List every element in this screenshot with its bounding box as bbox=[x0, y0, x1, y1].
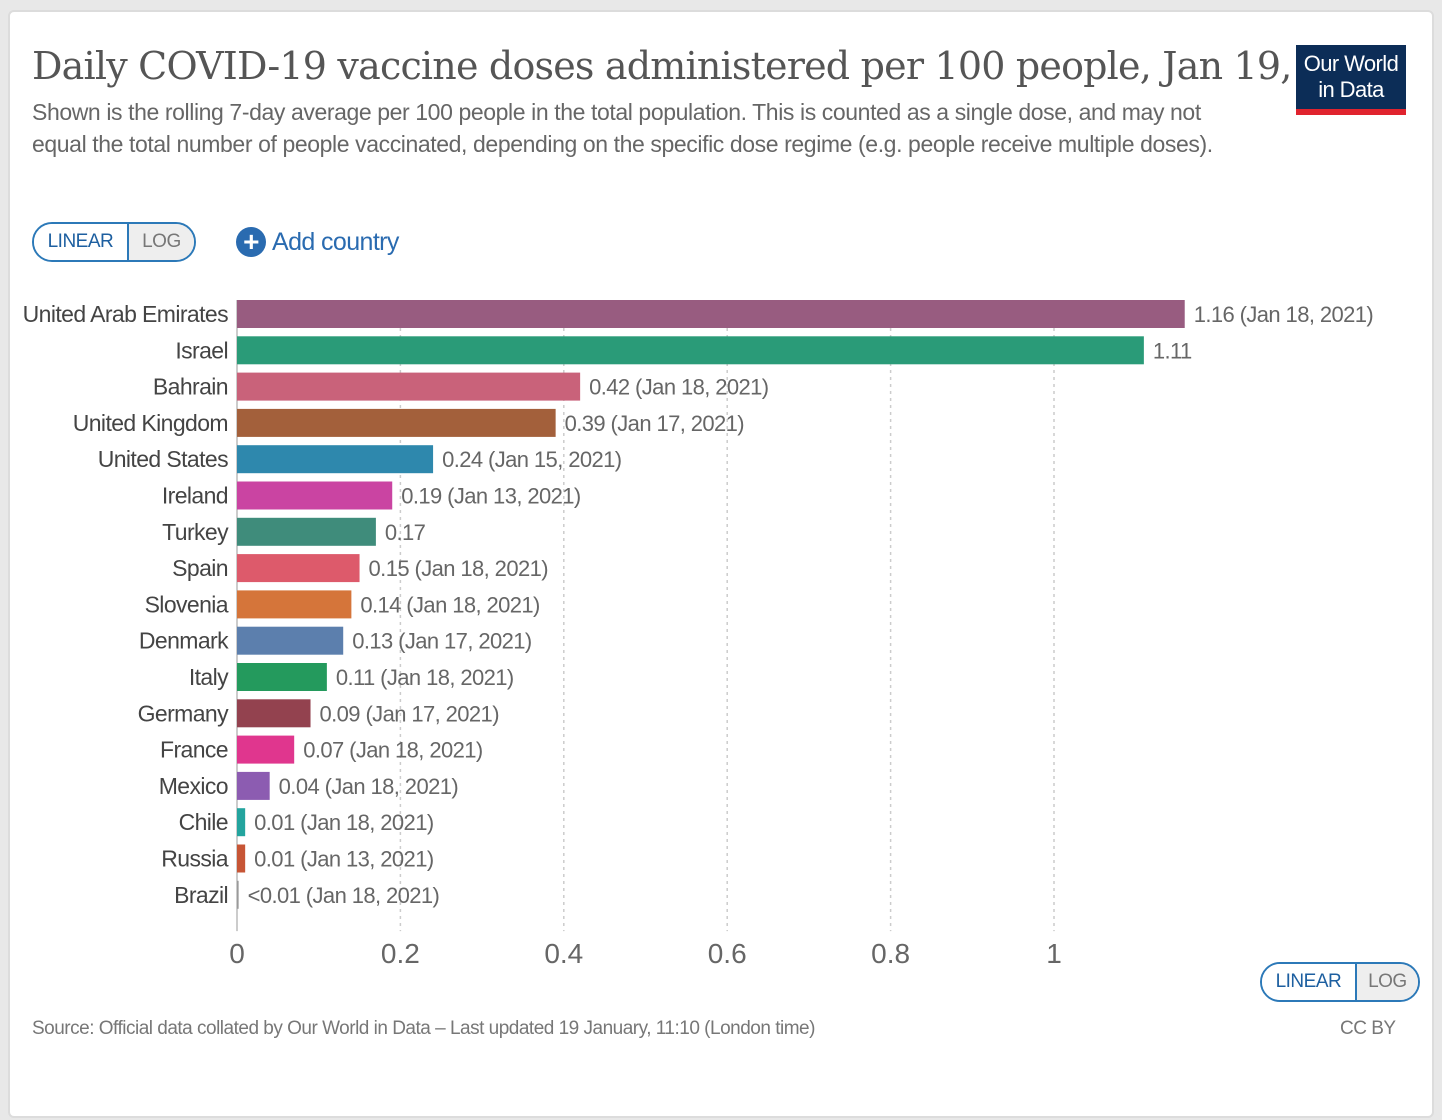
category-label: Bahrain bbox=[153, 374, 228, 400]
bar bbox=[237, 808, 246, 837]
value-label: 0.42 (Jan 18, 2021) bbox=[589, 375, 768, 400]
category-label: Israel bbox=[175, 337, 228, 363]
scale-toggle-top: LINEAR LOG bbox=[32, 222, 196, 262]
license-link[interactable]: CC BY bbox=[1340, 1018, 1396, 1039]
value-label: 0.09 (Jan 17, 2021) bbox=[320, 701, 499, 726]
value-label: 0.11 (Jan 18, 2021) bbox=[336, 665, 514, 690]
category-label: Spain bbox=[172, 555, 228, 581]
category-label: Slovenia bbox=[145, 591, 229, 617]
add-country-label: Add country bbox=[272, 227, 399, 256]
logo-line-2: in Data bbox=[1318, 77, 1384, 102]
x-tick-label: 0.8 bbox=[871, 938, 910, 969]
scale-toggle-bottom: LINEAR LOG bbox=[1260, 962, 1420, 1002]
category-label: United Kingdom bbox=[73, 410, 228, 436]
chart-title: Daily COVID-19 vaccine doses administere… bbox=[32, 44, 1397, 88]
logo-line-1: Our World bbox=[1303, 51, 1399, 76]
x-tick-label: 1 bbox=[1046, 938, 1062, 969]
category-label: Germany bbox=[138, 700, 229, 726]
category-label: Turkey bbox=[162, 519, 229, 545]
log-scale-button[interactable]: LOG bbox=[128, 224, 194, 260]
bar bbox=[237, 663, 327, 691]
category-label: Ireland bbox=[162, 483, 228, 509]
bar bbox=[237, 735, 295, 764]
bar bbox=[237, 372, 581, 401]
category-label: Mexico bbox=[159, 773, 228, 799]
value-label: 0.01 (Jan 18, 2021) bbox=[254, 810, 433, 835]
bar bbox=[237, 626, 344, 655]
value-label: 0.13 (Jan 17, 2021) bbox=[352, 629, 531, 654]
value-label: 0.04 (Jan 18, 2021) bbox=[279, 774, 458, 799]
bar bbox=[237, 771, 270, 800]
owid-logo[interactable]: Our World in Data bbox=[1296, 45, 1406, 115]
log-scale-button-bottom[interactable]: LOG bbox=[1356, 964, 1418, 1000]
bar bbox=[237, 445, 434, 474]
x-tick-label: 0 bbox=[229, 938, 245, 969]
bar bbox=[237, 699, 311, 728]
bar bbox=[237, 880, 239, 909]
category-label: Brazil bbox=[174, 882, 228, 908]
bar bbox=[237, 590, 352, 619]
category-label: United Arab Emirates bbox=[23, 301, 228, 327]
value-label: 0.01 (Jan 13, 2021) bbox=[254, 847, 433, 872]
value-label: 0.15 (Jan 18, 2021) bbox=[369, 556, 548, 581]
value-label: 0.07 (Jan 18, 2021) bbox=[303, 738, 482, 763]
value-label: 0.17 bbox=[385, 520, 426, 545]
source-note: Source: Official data collated by Our Wo… bbox=[32, 1018, 815, 1039]
bar bbox=[237, 481, 393, 510]
value-label: 1.16 (Jan 18, 2021) bbox=[1194, 302, 1373, 327]
bar bbox=[237, 300, 1185, 328]
category-label: Chile bbox=[179, 809, 228, 835]
category-label: United States bbox=[98, 446, 228, 472]
category-label: Denmark bbox=[139, 628, 229, 654]
chart-subtitle: Shown is the rolling 7-day average per 1… bbox=[32, 99, 1213, 157]
value-label: 0.14 (Jan 18, 2021) bbox=[360, 592, 539, 617]
value-label: 0.39 (Jan 17, 2021) bbox=[565, 411, 744, 436]
bar bbox=[237, 408, 556, 437]
bar-chart: 0 0.2 0.4 0.6 0.8 1 United Arab Emirates 1.16 (… bbox=[23, 300, 1374, 969]
add-country-button[interactable]: + Add country bbox=[236, 224, 399, 260]
x-tick-label: 0.4 bbox=[544, 938, 583, 969]
value-label: <0.01 (Jan 18, 2021) bbox=[248, 883, 440, 908]
value-label: 1.11 bbox=[1153, 338, 1192, 363]
bar bbox=[237, 554, 360, 583]
bar bbox=[237, 336, 1144, 365]
category-label: Italy bbox=[189, 664, 229, 690]
category-label: Russia bbox=[161, 846, 229, 872]
bar bbox=[237, 517, 376, 546]
linear-scale-button[interactable]: LINEAR bbox=[34, 224, 129, 260]
x-tick-label: 0.2 bbox=[381, 938, 420, 969]
linear-scale-button-bottom[interactable]: LINEAR bbox=[1262, 964, 1357, 1000]
bar bbox=[237, 844, 246, 873]
value-label: 0.19 (Jan 13, 2021) bbox=[401, 484, 580, 509]
x-tick-label: 0.6 bbox=[708, 938, 747, 969]
plus-circle-icon: + bbox=[236, 227, 266, 257]
category-label: France bbox=[160, 737, 228, 763]
value-label: 0.24 (Jan 15, 2021) bbox=[442, 447, 621, 472]
